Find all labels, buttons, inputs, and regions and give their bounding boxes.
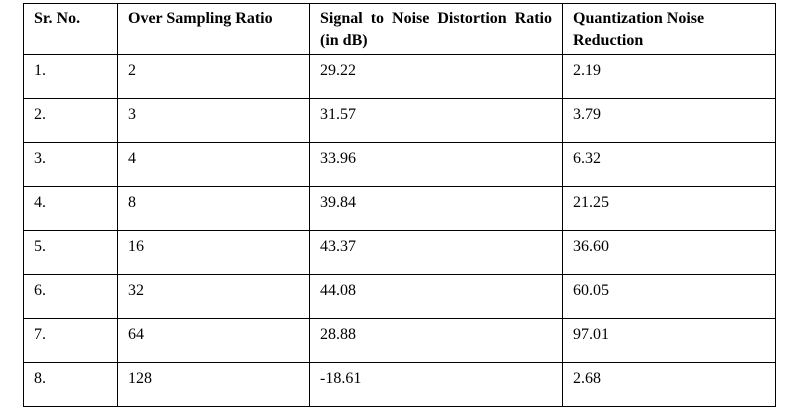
cell-sr-no: 8. [23,362,118,407]
cell-quantization-noise-reduction: 6.32 [562,142,776,187]
cell-snr-distortion: 44.08 [309,274,563,319]
cell-quantization-noise-reduction: 21.25 [562,186,776,231]
header-sr-no: Sr. No. [23,3,118,55]
cell-over-sampling-ratio: 128 [117,362,310,407]
cell-snr-distortion: 33.96 [309,142,563,187]
header-snr-distortion: Signal to Noise Distortion Ratio (in dB) [309,3,563,55]
table-header: Sr. No. Over Sampling Ratio Signal to No… [23,3,776,55]
results-table: Sr. No. Over Sampling Ratio Signal to No… [23,3,776,407]
table-row: 6. 32 44.08 60.05 [23,274,776,319]
table-row: 4. 8 39.84 21.25 [23,186,776,231]
table-row: 1. 2 29.22 2.19 [23,54,776,99]
cell-quantization-noise-reduction: 3.79 [562,98,776,143]
header-over-sampling-ratio: Over Sampling Ratio [117,3,310,55]
cell-over-sampling-ratio: 64 [117,318,310,363]
cell-snr-distortion: -18.61 [309,362,563,407]
cell-snr-distortion: 43.37 [309,230,563,275]
table-row: 5. 16 43.37 36.60 [23,230,776,275]
cell-quantization-noise-reduction: 97.01 [562,318,776,363]
cell-snr-distortion: 28.88 [309,318,563,363]
cell-over-sampling-ratio: 32 [117,274,310,319]
cell-sr-no: 2. [23,98,118,143]
table-row: 8. 128 -18.61 2.68 [23,362,776,407]
cell-quantization-noise-reduction: 2.19 [562,54,776,99]
header-row: Sr. No. Over Sampling Ratio Signal to No… [23,3,776,55]
table-body: 1. 2 29.22 2.19 2. 3 31.57 3.79 3. 4 33.… [23,54,776,407]
cell-over-sampling-ratio: 16 [117,230,310,275]
cell-sr-no: 4. [23,186,118,231]
cell-sr-no: 3. [23,142,118,187]
table-row: 2. 3 31.57 3.79 [23,98,776,143]
cell-snr-distortion: 39.84 [309,186,563,231]
header-quantization-noise-reduction: Quantization Noise Reduction [562,3,776,55]
cell-snr-distortion: 29.22 [309,54,563,99]
cell-sr-no: 6. [23,274,118,319]
cell-quantization-noise-reduction: 36.60 [562,230,776,275]
cell-over-sampling-ratio: 4 [117,142,310,187]
cell-over-sampling-ratio: 2 [117,54,310,99]
table-row: 3. 4 33.96 6.32 [23,142,776,187]
table-row: 7. 64 28.88 97.01 [23,318,776,363]
cell-sr-no: 7. [23,318,118,363]
cell-sr-no: 1. [23,54,118,99]
cell-quantization-noise-reduction: 60.05 [562,274,776,319]
cell-snr-distortion: 31.57 [309,98,563,143]
cell-quantization-noise-reduction: 2.68 [562,362,776,407]
cell-over-sampling-ratio: 3 [117,98,310,143]
cell-over-sampling-ratio: 8 [117,186,310,231]
cell-sr-no: 5. [23,230,118,275]
